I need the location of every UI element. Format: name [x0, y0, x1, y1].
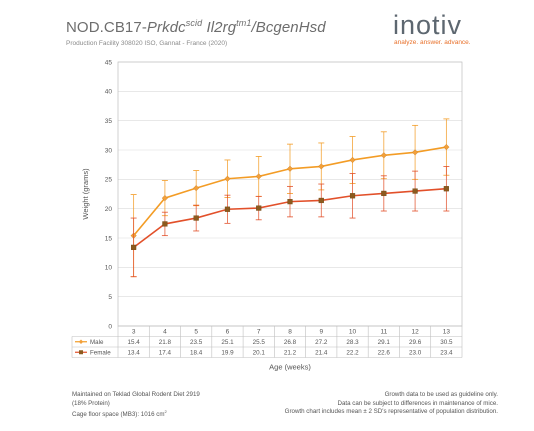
male-table-cell: 30.5	[440, 339, 453, 346]
female-data-point	[381, 190, 387, 197]
female-data-point	[162, 221, 168, 227]
y-tick-label: 20	[105, 206, 113, 213]
female-table-cell: 23.0	[409, 349, 422, 356]
y-axis-label: Weight (grams)	[81, 168, 90, 220]
female-data-point	[131, 244, 137, 250]
male-table-cell: 25.5	[253, 339, 266, 346]
y-tick-label: 10	[105, 265, 113, 272]
male-table-cell: 26.8	[284, 339, 297, 346]
male-data-point	[349, 156, 356, 164]
female-data-point	[443, 186, 449, 192]
guideline-note: Growth data to be used as guideline only…	[285, 391, 498, 417]
male-data-point	[193, 185, 200, 192]
title-suffix: /BcgenHsd	[251, 19, 326, 36]
x-tick-label: 11	[380, 329, 387, 336]
y-tick-label: 45	[105, 59, 113, 66]
diet-note-line-3: Cage floor space (MB3): 1016 cm2	[72, 408, 200, 420]
y-tick-label: 5	[108, 294, 112, 301]
y-tick-label: 0	[108, 323, 112, 330]
x-tick-label: 5	[194, 329, 198, 336]
male-legend-label: Male	[90, 339, 104, 346]
title-prefix: NOD.CB17-	[66, 19, 147, 36]
title-allele-scid: scid	[185, 18, 203, 28]
female-table-cell: 19.9	[221, 349, 234, 356]
female-table-cell: 21.4	[315, 349, 328, 356]
female-data-point	[224, 206, 231, 212]
male-data-point	[380, 152, 387, 159]
male-table-cell: 21.8	[159, 339, 172, 346]
male-data-point	[443, 143, 450, 151]
female-legend-label: Female	[90, 349, 111, 356]
male-table-cell: 25.1	[221, 339, 234, 346]
male-data-point	[224, 175, 231, 182]
y-tick-label: 15	[105, 235, 113, 242]
title-gene-prkdc: Prkdc	[146, 19, 186, 36]
x-tick-label: 6	[226, 329, 230, 336]
male-data-point	[412, 149, 419, 156]
chart-subtitle: Production Facility 308020 ISO, Gannat -…	[66, 40, 228, 47]
female-table-cell: 23.4	[440, 349, 453, 356]
x-tick-label: 10	[349, 329, 357, 336]
female-table-cell: 21.2	[284, 349, 297, 356]
cage-space-text: Cage floor space (MB3): 1016 cm	[72, 411, 165, 419]
male-data-point	[255, 173, 262, 180]
female-table-cell: 18.4	[190, 349, 203, 356]
female-data-point	[193, 215, 199, 221]
male-table-cell: 27.2	[315, 339, 328, 346]
y-tick-label: 40	[105, 89, 113, 96]
female-data-point	[318, 197, 324, 204]
female-legend-marker	[79, 350, 83, 355]
cage-space-unit-sup: 2	[164, 409, 167, 414]
male-legend-marker	[78, 339, 84, 344]
title-gene-il2rg: Il2rg	[206, 19, 237, 36]
male-data-point	[318, 163, 325, 170]
female-data-point	[256, 205, 262, 211]
logo-tagline: analyze. answer. advance.	[394, 39, 471, 46]
female-table-cell: 20.1	[253, 349, 266, 356]
female-table-cell: 17.4	[159, 349, 172, 356]
male-table-cell: 15.4	[128, 339, 141, 346]
diet-note-line-2: (18% Protein)	[72, 399, 110, 407]
y-tick-label: 35	[105, 118, 113, 125]
x-tick-label: 8	[288, 329, 292, 336]
logo-wordmark: inotiv	[393, 10, 463, 40]
y-tick-label: 25	[105, 177, 113, 184]
y-tick-label: 30	[105, 147, 113, 154]
title-allele-tm1: tm1	[236, 18, 252, 28]
male-table-cell: 29.1	[378, 339, 391, 346]
female-table-cell: 22.6	[378, 349, 391, 356]
male-table-cell: 28.3	[346, 339, 359, 346]
inotiv-logo: inotiv analyze. answer. advance.	[393, 10, 473, 50]
x-tick-label: 12	[411, 329, 419, 336]
guideline-note-line-3: Growth chart includes mean ± 2 SD's repr…	[284, 408, 498, 415]
x-tick-label: 7	[257, 329, 261, 336]
female-data-point	[349, 193, 356, 199]
male-data-point	[286, 165, 294, 172]
x-tick-label: 4	[163, 329, 167, 336]
chart-title: NOD.CB17-Prkdcscid Il2rgtm1/BcgenHsd	[66, 18, 326, 36]
female-table-cell: 22.2	[346, 349, 359, 356]
female-data-point	[412, 188, 418, 194]
male-data-point	[161, 195, 168, 202]
male-table-cell: 29.6	[409, 339, 422, 346]
x-axis-label: Age (weeks)	[269, 363, 311, 372]
x-tick-label: 13	[443, 329, 451, 336]
diet-note-line-1: Maintained on Teklad Global Rodent Diet …	[72, 391, 200, 398]
diet-note: Maintained on Teklad Global Rodent Diet …	[72, 391, 200, 420]
female-data-point	[287, 199, 293, 205]
guideline-note-line-2: Data can be subject to differences in ma…	[337, 399, 498, 407]
male-table-cell: 23.5	[190, 339, 203, 346]
x-tick-label: 3	[132, 329, 136, 336]
x-tick-label: 9	[319, 329, 323, 336]
guideline-note-line-1: Growth data to be used as guideline only…	[384, 391, 498, 398]
female-table-cell: 13.4	[128, 349, 141, 356]
